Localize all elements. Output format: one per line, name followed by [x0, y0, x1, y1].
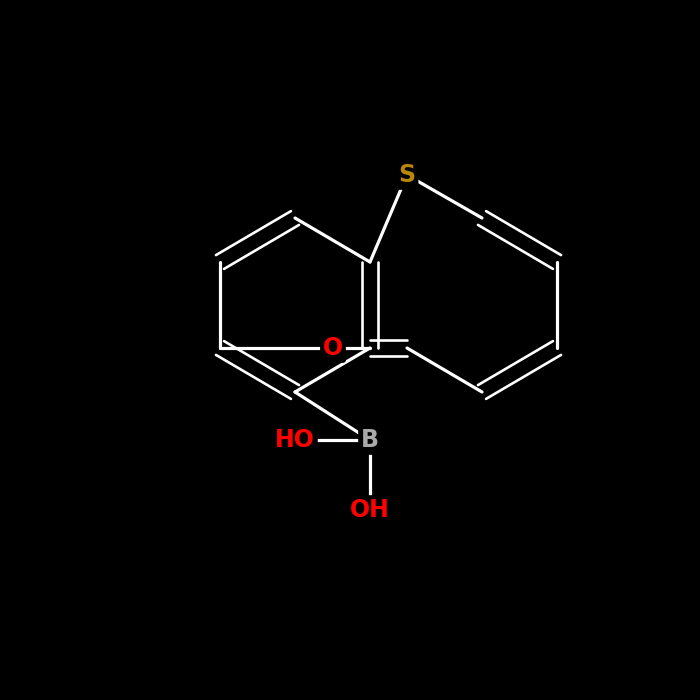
Text: S: S	[398, 163, 416, 187]
Text: B: B	[361, 428, 379, 452]
Text: HO: HO	[275, 428, 315, 452]
Text: O: O	[323, 336, 343, 360]
Text: OH: OH	[350, 498, 390, 522]
